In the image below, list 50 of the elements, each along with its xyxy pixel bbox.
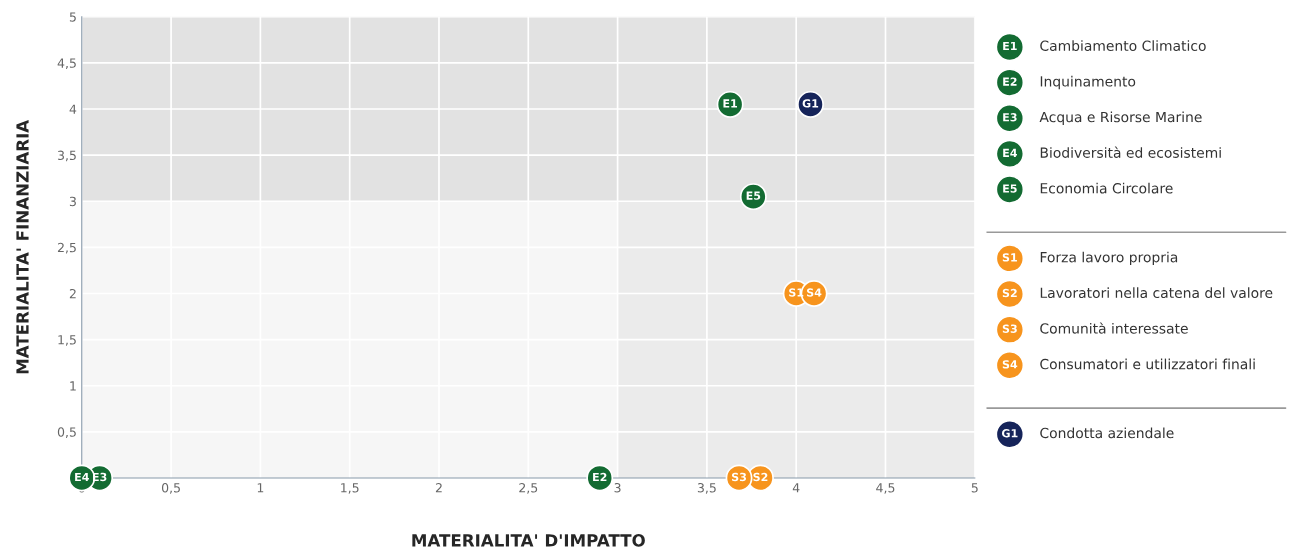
y-tick-label: 2,5: [57, 242, 76, 254]
text: S4: [1002, 360, 1018, 369]
text: E1: [1003, 41, 1017, 51]
legend-label: Cambiamento Climatico: [1040, 40, 1206, 51]
annotation: E4: [75, 472, 89, 482]
annotation: E1: [723, 99, 738, 108]
y-tick-label: 2: [69, 288, 76, 299]
x-tick-label: 5: [971, 483, 978, 493]
text: E3: [1003, 113, 1017, 122]
y-tick-label: 3,5: [57, 150, 76, 162]
y-axis-title: MATERIALITA' FINANZIARIA: [16, 119, 29, 374]
text: S3: [1002, 324, 1017, 333]
text: E4: [1003, 148, 1017, 157]
y-tick-label: 4,5: [57, 58, 76, 70]
text: S2: [1002, 288, 1017, 298]
x-tick-label: 3,5: [697, 483, 716, 494]
legend-label: Condotta aziendale: [1040, 427, 1174, 439]
x-tick-label: 0,5: [161, 483, 180, 494]
annotation: S3: [731, 472, 747, 482]
annotation: G1: [802, 99, 819, 108]
y-tick-label: 5: [69, 12, 76, 22]
x-tick-label: 3: [614, 483, 621, 493]
x-tick-label: 2: [435, 483, 442, 493]
legend-label: Acqua e Risorse Marine: [1039, 111, 1202, 125]
y-tick-label: 1: [70, 381, 76, 391]
legend-label: Economia Circolare: [1040, 182, 1173, 194]
x-tick-label: 2,5: [519, 483, 538, 494]
y-tick-label: 4: [69, 104, 77, 114]
legend-label: Consumatori e utilizzatori finali: [1040, 358, 1255, 370]
x-tick-label: 1,5: [341, 483, 359, 494]
legend-label: Comunità interessate: [1040, 322, 1188, 334]
legend-label: Forza lavoro propria: [1040, 251, 1178, 266]
x-axis-title: MATERIALITA' D'IMPATTO: [412, 534, 645, 547]
legend-label: Biodiversità ed ecosistemi: [1040, 146, 1221, 158]
legend-label: Inquinamento: [1040, 75, 1136, 90]
annotation: S2: [753, 472, 768, 482]
x-tick-label: 1: [257, 483, 264, 493]
text: G1: [1001, 429, 1018, 438]
y-tick-label: 0,5: [57, 427, 76, 439]
text: S1: [1002, 253, 1017, 262]
text: E5: [1003, 184, 1017, 193]
y-tick-label: 1,5: [58, 335, 76, 346]
legend-label: Lavoratori nella catena del valore: [1040, 287, 1273, 299]
text: E2: [1003, 77, 1017, 86]
annotation: S4: [806, 288, 822, 297]
annotation: E2: [593, 472, 607, 482]
y-tick-label: 3: [69, 196, 76, 207]
x-tick-label: 4,5: [876, 483, 895, 494]
annotation: E5: [746, 191, 761, 200]
x-tick-label: 4: [792, 483, 800, 493]
